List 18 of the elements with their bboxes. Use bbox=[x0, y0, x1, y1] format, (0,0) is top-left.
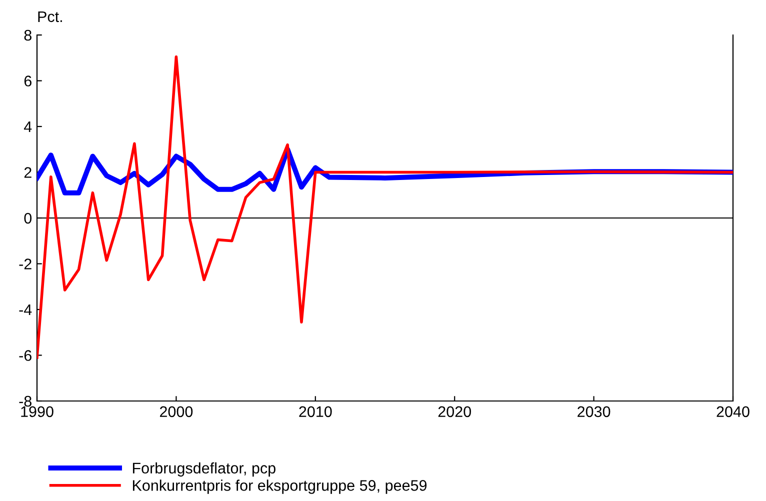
x-tick-label: 2030 bbox=[578, 406, 610, 418]
x-tick-label: 1990 bbox=[21, 406, 54, 418]
legend-label: Forbrugsdeflator, pcp bbox=[132, 462, 276, 477]
x-tick-label: 2000 bbox=[160, 406, 193, 418]
legend-label: Konkurrentpris for eksportgruppe 59, pee59 bbox=[132, 480, 427, 494]
y-tick-label: -8 bbox=[19, 396, 32, 407]
x-tick-label: 2020 bbox=[438, 406, 471, 418]
y-tick-label: -2 bbox=[19, 258, 32, 270]
y-tick-label: 4 bbox=[24, 122, 32, 132]
y-axis-title: Pct. bbox=[38, 11, 62, 22]
y-tick-label: -6 bbox=[19, 350, 32, 361]
y-tick-label: 0 bbox=[24, 212, 32, 224]
y-tick-label: 8 bbox=[24, 30, 32, 41]
y-tick-label: 6 bbox=[24, 76, 32, 86]
x-tick-label: 2040 bbox=[716, 406, 750, 418]
y-tick-label: -4 bbox=[19, 304, 32, 316]
x-tick-label: 2010 bbox=[299, 406, 332, 418]
y-tick-label: 2 bbox=[24, 167, 32, 178]
